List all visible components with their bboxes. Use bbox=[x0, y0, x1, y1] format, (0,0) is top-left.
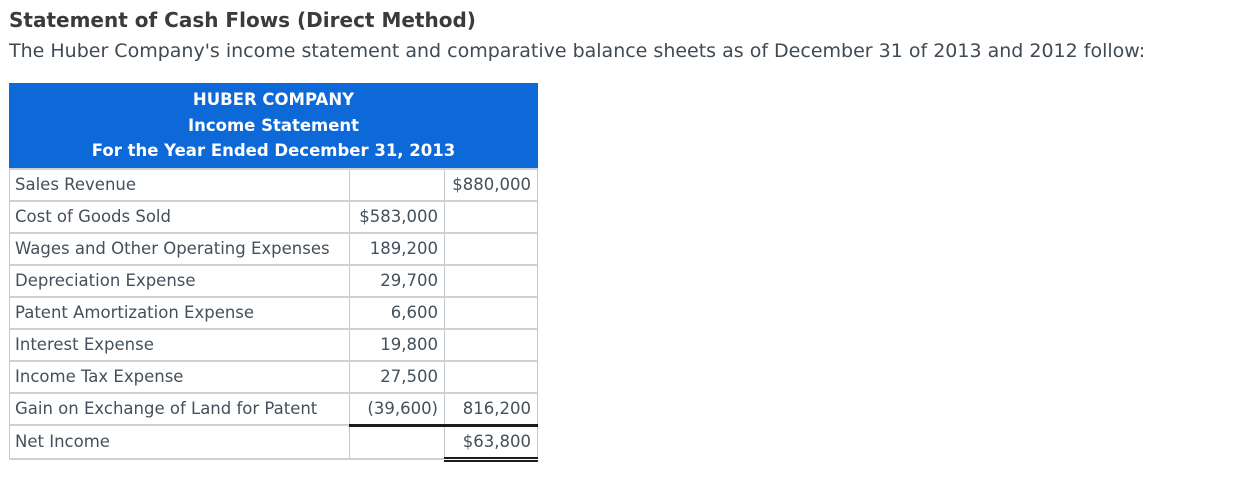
statement-title: Income Statement bbox=[187, 115, 360, 135]
row-amount bbox=[349, 167, 445, 202]
statement-period: For the Year Ended December 31, 2013 bbox=[91, 141, 456, 160]
table-header-row: HUBER COMPANY Income Statement For the Y… bbox=[8, 83, 539, 169]
income-statement-table: HUBER COMPANY Income Statement For the Y… bbox=[8, 83, 539, 462]
row-total bbox=[443, 263, 539, 298]
row-total: $63,800 bbox=[443, 424, 539, 462]
row-amount bbox=[349, 424, 445, 460]
table-row-gain-subtotal: Gain on Exchange of Land for Patent (39,… bbox=[9, 391, 539, 427]
table-row: Sales Revenue $880,000 bbox=[9, 167, 539, 202]
table-row: Interest Expense 19,800 bbox=[9, 327, 539, 362]
row-total bbox=[443, 295, 539, 330]
table-row: Cost of Goods Sold $583,000 bbox=[9, 199, 539, 234]
row-amount: $583,000 bbox=[349, 199, 445, 234]
row-label: Interest Expense bbox=[9, 327, 350, 362]
row-amount: 27,500 bbox=[349, 359, 445, 394]
company-name: HUBER COMPANY bbox=[192, 90, 355, 109]
row-label: Wages and Other Operating Expenses bbox=[9, 231, 350, 266]
row-label: Income Tax Expense bbox=[9, 359, 350, 394]
row-total: 816,200 bbox=[443, 391, 539, 427]
row-amount: 189,200 bbox=[349, 231, 445, 266]
row-total: $880,000 bbox=[443, 167, 539, 202]
row-amount: (39,600) bbox=[349, 391, 445, 427]
table-row: Wages and Other Operating Expenses 189,2… bbox=[9, 231, 539, 266]
row-label: Net Income bbox=[9, 424, 350, 460]
row-label: Sales Revenue bbox=[9, 167, 350, 202]
table-row: Patent Amortization Expense 6,600 bbox=[9, 295, 539, 330]
row-total bbox=[443, 359, 539, 394]
table-row: Income Tax Expense 27,500 bbox=[9, 359, 539, 394]
row-total bbox=[443, 327, 539, 362]
table-row: Depreciation Expense 29,700 bbox=[9, 263, 539, 298]
table-row-net-income: Net Income $63,800 bbox=[9, 424, 539, 462]
row-amount: 29,700 bbox=[349, 263, 445, 298]
row-label: Patent Amortization Expense bbox=[9, 295, 350, 330]
row-total bbox=[443, 199, 539, 234]
row-label: Gain on Exchange of Land for Patent bbox=[9, 391, 350, 426]
row-amount: 6,600 bbox=[349, 295, 445, 330]
page-subtitle: The Huber Company's income statement and… bbox=[9, 40, 1146, 62]
row-label: Cost of Goods Sold bbox=[9, 199, 350, 234]
table-header: HUBER COMPANY Income Statement For the Y… bbox=[8, 83, 539, 169]
row-label: Depreciation Expense bbox=[9, 263, 350, 298]
row-amount: 19,800 bbox=[349, 327, 445, 362]
row-total bbox=[443, 231, 539, 266]
page-title: Statement of Cash Flows (Direct Method) bbox=[9, 8, 476, 32]
